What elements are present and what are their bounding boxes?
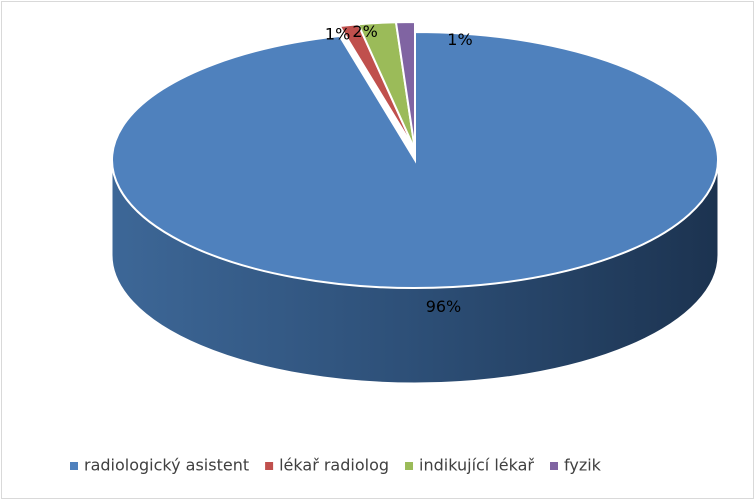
legend-swatch (70, 462, 78, 470)
data-label: 1% (325, 24, 350, 43)
pie-slice (111, 30, 719, 289)
legend-swatch (405, 462, 414, 470)
legend-label: fyzik (564, 456, 602, 475)
legend-swatch (550, 462, 558, 470)
legend-label: indikující lékař (419, 456, 534, 475)
legend: radiologický asistent lékař radiolog indik… (70, 456, 602, 475)
data-label: 2% (352, 22, 377, 41)
pie: 96%1% 2% 1% (111, 20, 719, 384)
legend-label: lékař radiolog (279, 456, 389, 475)
pie-slice (394, 20, 416, 151)
legend-label: radiologický asistent (84, 456, 249, 475)
legend-swatch (265, 462, 274, 470)
data-label: 96% (426, 297, 462, 316)
data-label: 1% (447, 30, 472, 49)
